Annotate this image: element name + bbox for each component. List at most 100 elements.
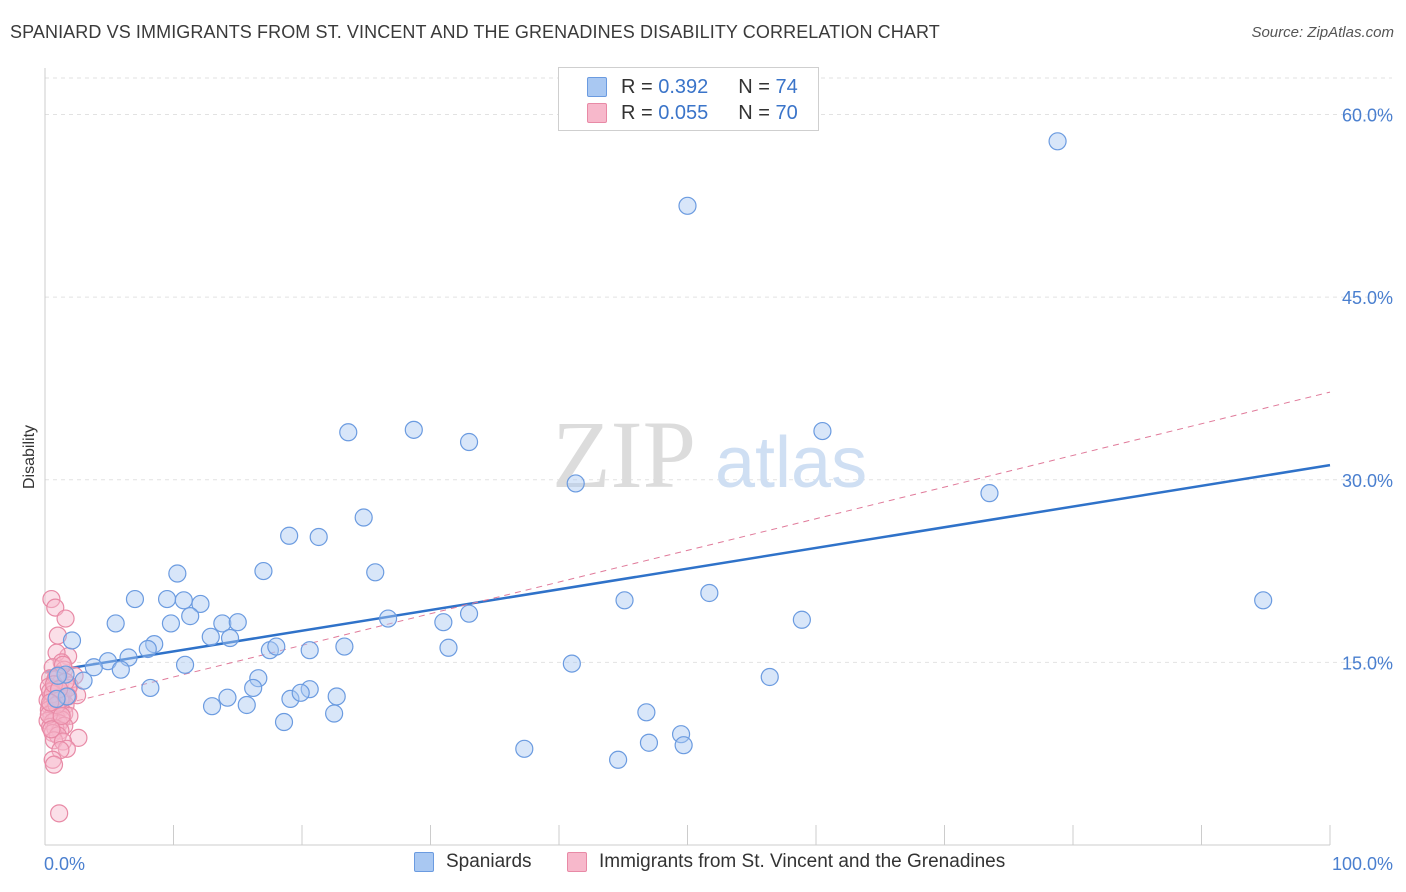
series-legend-immigrants: Immigrants from St. Vincent and the Gren… <box>567 851 1005 873</box>
point-0-66 <box>639 733 659 752</box>
point-1-2 <box>56 609 75 628</box>
point-0-51 <box>141 678 160 698</box>
point-0-65 <box>671 725 691 744</box>
point-0-13 <box>366 563 385 582</box>
gridlines <box>45 77 1392 663</box>
point-1-54 <box>50 804 69 823</box>
point-0-30 <box>62 631 82 650</box>
legend-n-label: N = <box>738 75 770 98</box>
point-0-24 <box>213 614 232 633</box>
legend-n-label: N = <box>738 101 770 124</box>
point-0-63 <box>325 704 344 723</box>
point-0-39 <box>439 638 458 657</box>
trend-line-0 <box>44 463 1331 674</box>
series-swatch-immigrants <box>567 852 587 872</box>
point-0-56 <box>218 688 237 707</box>
point-0-67 <box>674 736 693 755</box>
point-0-49 <box>74 671 93 690</box>
point-0-8 <box>354 508 373 527</box>
point-0-25 <box>228 613 247 632</box>
point-0-59 <box>202 697 222 716</box>
point-0-5 <box>813 421 832 441</box>
point-1-64 <box>52 706 71 726</box>
stats-legend: R = 0.392 N = 74 R = 0.055 N = 70 <box>558 67 819 131</box>
series-swatch-spaniards <box>414 852 434 872</box>
point-0-47 <box>48 666 67 685</box>
point-0-17 <box>191 594 210 614</box>
series-points-1 <box>38 589 88 823</box>
legend-row-immigrants: R = 0.055 N = 70 <box>559 100 798 126</box>
point-0-62 <box>637 703 656 722</box>
chart-source: Source: ZipAtlas.com <box>1251 24 1394 41</box>
point-0-26 <box>378 609 398 628</box>
point-0-3 <box>404 420 423 439</box>
axes <box>44 68 1331 846</box>
legend-row-spaniards: R = 0.392 N = 74 <box>559 74 798 100</box>
y-axis-label: Disability <box>21 425 38 489</box>
point-0-7 <box>980 484 999 503</box>
point-1-0 <box>42 589 61 609</box>
y-tick-label-3: 60.0% <box>1342 106 1393 126</box>
point-1-65 <box>42 720 61 739</box>
point-0-34 <box>138 639 157 659</box>
point-0-60 <box>237 695 256 715</box>
point-0-52 <box>244 678 263 698</box>
series-label-spaniards: Spaniards <box>446 851 532 872</box>
point-1-50 <box>57 739 76 758</box>
point-0-37 <box>300 641 319 660</box>
point-0-48 <box>249 669 268 688</box>
x-tick-label-0: 0.0% <box>44 854 85 874</box>
point-0-53 <box>300 680 319 699</box>
point-0-69 <box>609 750 628 769</box>
point-0-68 <box>515 739 534 758</box>
point-0-46 <box>56 665 75 684</box>
point-0-14 <box>125 589 145 609</box>
point-1-47 <box>69 728 88 747</box>
point-0-61 <box>291 683 310 702</box>
point-0-31 <box>201 627 220 646</box>
x-tick-labels: 0.0% 100.0% <box>44 854 1393 874</box>
y-tick-label-0: 15.0% <box>1342 653 1393 673</box>
point-0-43 <box>562 654 581 673</box>
point-0-12 <box>254 561 273 581</box>
point-0-11 <box>168 564 187 583</box>
y-tick-label-1: 30.0% <box>1342 471 1393 491</box>
point-0-20 <box>1254 591 1273 610</box>
point-0-50 <box>760 667 779 687</box>
y-tick-label-2: 45.0% <box>1342 288 1393 308</box>
point-0-21 <box>181 607 200 626</box>
watermark-atlas: atlas <box>715 423 867 503</box>
point-0-15 <box>157 589 177 609</box>
point-0-57 <box>281 689 300 709</box>
point-0-19 <box>700 583 719 603</box>
legend-swatch-immigrants <box>587 103 607 123</box>
point-0-16 <box>174 591 193 610</box>
point-0-18 <box>615 591 634 610</box>
data-points <box>38 132 1273 823</box>
series-label-immigrants: Immigrants from St. Vincent and the Gren… <box>599 851 1006 872</box>
point-1-53 <box>44 755 64 774</box>
legend-swatch-spaniards <box>587 77 607 97</box>
trend-lines <box>44 391 1331 710</box>
point-0-27 <box>434 613 453 632</box>
legend-r-value: 0.392 <box>658 75 709 98</box>
x-tick-label-1: 100.0% <box>1332 854 1393 874</box>
legend-r-label: R = <box>621 101 653 124</box>
point-0-44 <box>84 658 103 677</box>
legend-r-value: 0.055 <box>658 101 709 124</box>
legend-r-label: R = <box>621 75 653 98</box>
point-0-23 <box>161 614 181 633</box>
legend-n-value: 74 <box>775 75 798 98</box>
series-legend: Spaniards Immigrants from St. Vincent an… <box>0 851 1406 877</box>
chart-title: SPANIARD VS IMMIGRANTS FROM ST. VINCENT … <box>10 22 940 42</box>
point-0-32 <box>220 628 240 648</box>
y-tick-labels: 15.0% 30.0% 45.0% 60.0% <box>1342 106 1393 674</box>
point-0-29 <box>792 610 811 629</box>
point-0-4 <box>459 432 479 452</box>
point-0-64 <box>274 712 294 732</box>
point-0-6 <box>566 474 585 493</box>
point-0-9 <box>280 526 299 545</box>
series-legend-spaniards: Spaniards <box>414 851 532 873</box>
point-0-42 <box>175 655 195 674</box>
